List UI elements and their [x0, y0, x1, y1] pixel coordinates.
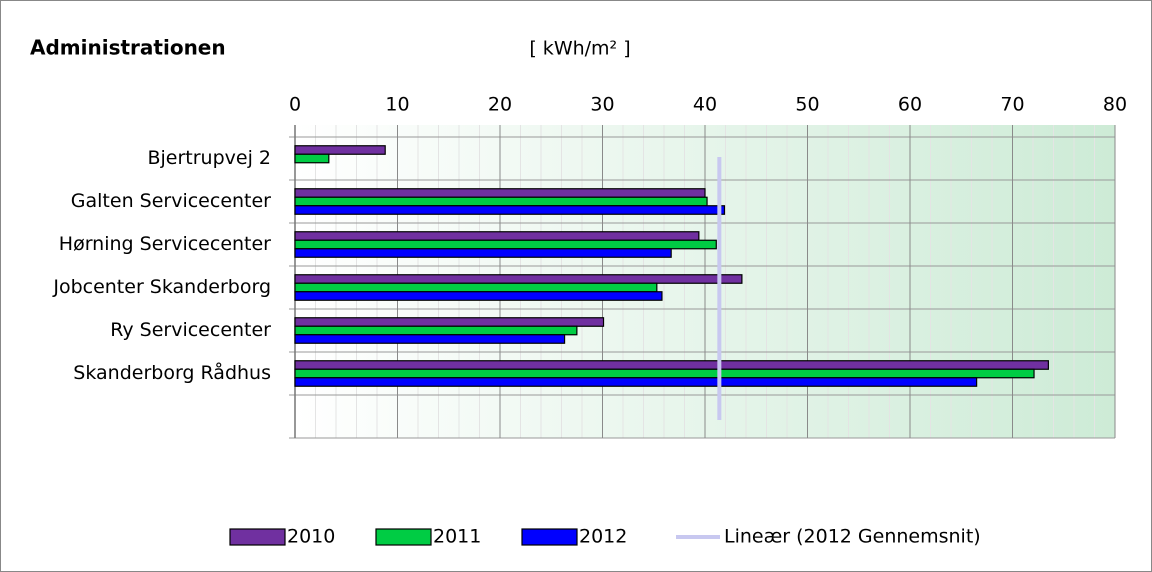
bar — [294, 231, 700, 241]
legend-label: 2012 — [579, 526, 627, 548]
legend-label: 2010 — [287, 526, 335, 548]
bar — [294, 153, 330, 164]
x-tick-label: 80 — [1103, 94, 1127, 116]
x-tick-label: 70 — [1000, 94, 1024, 116]
bar — [294, 274, 743, 284]
x-tick-label: 10 — [385, 94, 409, 116]
bar — [294, 317, 605, 327]
y-tick-label: Galten Servicecenter — [71, 190, 271, 212]
y-tick-label: Hørning Servicecenter — [59, 233, 271, 255]
bar — [294, 360, 1049, 370]
bar — [294, 368, 1035, 379]
bar — [294, 325, 578, 336]
chart-title: Administrationen — [30, 36, 226, 60]
y-tick-label: Bjertrupvej 2 — [147, 147, 271, 169]
y-tick-label: Skanderborg Rådhus — [73, 361, 271, 384]
x-tick-label: 50 — [795, 94, 819, 116]
legend-swatch — [229, 528, 286, 546]
bar — [294, 377, 978, 387]
bar — [294, 188, 706, 198]
bar — [294, 196, 708, 207]
bar — [294, 334, 566, 344]
legend-label: 2011 — [433, 526, 481, 548]
y-tick-label: Jobcenter Skanderborg — [52, 276, 271, 298]
bar — [294, 248, 672, 258]
x-tick-label: 20 — [488, 94, 512, 116]
bar — [294, 291, 663, 301]
bar — [294, 205, 726, 215]
legend-swatch — [375, 528, 432, 546]
x-tick-label: 0 — [289, 94, 301, 116]
bar — [294, 145, 386, 155]
legend-label: Lineær (2012 Gennemsnit) — [724, 526, 981, 548]
x-tick-label: 40 — [693, 94, 717, 116]
x-tick-label: 60 — [898, 94, 922, 116]
x-tick-label: 30 — [590, 94, 614, 116]
bar — [294, 239, 717, 250]
y-tick-label: Ry Servicecenter — [110, 319, 271, 341]
bar — [294, 282, 658, 293]
legend-swatch — [521, 528, 578, 546]
unit-label: [ kWh/m² ] — [529, 38, 630, 60]
